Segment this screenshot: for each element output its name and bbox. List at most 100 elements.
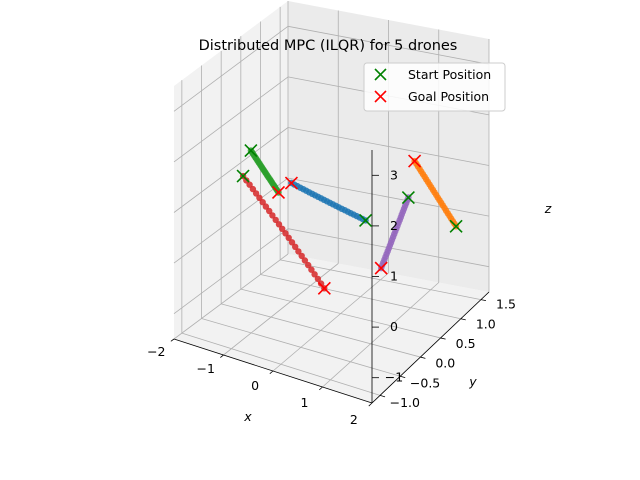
goal-marker <box>317 281 331 295</box>
start-marker <box>359 213 373 227</box>
chart-title: Distributed MPC (ILQR) for 5 drones <box>199 38 458 54</box>
y-grid-floor <box>221 303 421 358</box>
x-grid-floor <box>173 253 289 340</box>
x-axis-line <box>173 338 373 404</box>
trajectory-point <box>275 221 283 228</box>
y-tick <box>460 318 466 321</box>
start-marker <box>236 169 250 183</box>
goal-marker <box>284 176 298 190</box>
y-axis-label: y <box>468 374 477 389</box>
z-grid-back <box>287 127 490 166</box>
y-tick <box>440 337 446 340</box>
z-grid-left <box>173 228 289 315</box>
legend-frame <box>363 62 506 112</box>
x-axis-label: x <box>243 409 252 424</box>
start-marker <box>449 219 463 233</box>
trajectory-point <box>288 239 296 246</box>
trajectory-point <box>252 190 260 197</box>
y-tick-label: −0.5 <box>410 375 440 390</box>
x-tick-label: −1 <box>196 361 214 376</box>
y-tick-label: 0.0 <box>435 356 455 371</box>
x-tick-label: −2 <box>147 344 165 359</box>
trajectory-point <box>314 275 322 283</box>
z-tick-label: 2 <box>390 218 398 233</box>
y-tick <box>480 299 487 302</box>
marker-stroke <box>236 169 250 183</box>
tick-labels: −2 −1 0 1 2 −1.0 −0.5 0.00.51.01.5 −1 0 1 2 3 <box>147 167 516 427</box>
floor-pane <box>174 254 489 403</box>
y-grid-floor <box>260 274 461 320</box>
marker-stroke <box>374 261 388 275</box>
z-grid-back <box>287 177 490 217</box>
trajectory-point <box>269 212 276 219</box>
trajectory-point <box>272 216 279 224</box>
z-tick-label: 1 <box>390 269 398 284</box>
marker-stroke <box>284 176 298 190</box>
x-tick <box>319 386 323 391</box>
y-tick <box>400 375 406 379</box>
x-tick <box>220 354 224 358</box>
y-tick-label: −1.0 <box>390 395 420 410</box>
x-tick-label: 2 <box>350 412 358 427</box>
trajectory-point <box>279 225 286 232</box>
y-grid-floor <box>240 288 441 339</box>
y-tick-label: 1.5 <box>496 297 516 312</box>
marker-stroke <box>244 144 258 158</box>
marker-stroke <box>408 154 422 168</box>
z-tick-label: 3 <box>390 167 398 182</box>
x-grid-floor <box>322 282 440 388</box>
z-grid-left <box>173 76 289 163</box>
y-grid-floor <box>201 318 401 377</box>
marker-stroke <box>401 190 415 205</box>
start-marker <box>244 144 258 158</box>
legend-goal-label: Goal Position <box>408 89 489 104</box>
x-tick-label: 0 <box>251 378 259 393</box>
trajectory-point <box>301 257 309 264</box>
trajectory-point <box>317 280 325 287</box>
trajectory-point <box>308 266 315 273</box>
start-marker <box>401 190 415 205</box>
marker-stroke <box>449 219 463 233</box>
trajectory-4 <box>378 194 412 272</box>
trajectory-point <box>295 248 302 255</box>
trajectory-point <box>298 252 305 260</box>
goal-marker <box>271 185 286 200</box>
z-tick-label: 0 <box>390 319 398 334</box>
z-grid-left <box>173 25 289 112</box>
legend-start-marker <box>374 68 387 81</box>
goal-marker <box>374 261 388 275</box>
trajectory-point <box>305 261 312 269</box>
z-tick-label: −1 <box>385 370 403 385</box>
trajectory-point <box>246 181 253 188</box>
trajectory-point <box>311 271 318 278</box>
y-axis-line <box>371 291 490 404</box>
trajectory-point <box>282 230 289 237</box>
legend-goal-marker <box>374 90 387 103</box>
y-tick <box>379 394 386 398</box>
legend: Start Position Goal Position <box>363 62 506 112</box>
goal-marker <box>408 154 422 168</box>
x-tick-label: 1 <box>301 395 309 410</box>
trajectory-point <box>262 203 270 210</box>
marker-stroke <box>317 281 331 295</box>
trajectory-point <box>256 194 263 201</box>
z-grid-left <box>173 177 289 264</box>
marker-stroke <box>359 213 373 227</box>
z-grid-left <box>173 127 289 213</box>
trajectory-point <box>285 234 292 241</box>
x-tick <box>368 402 373 407</box>
y-tick <box>420 356 426 359</box>
x-grid-floor <box>272 272 389 372</box>
x-tick <box>170 338 175 342</box>
z-grid-back <box>287 25 490 65</box>
trajectory-point <box>259 199 266 206</box>
axes-lines <box>170 150 490 407</box>
marker-stroke <box>271 185 286 200</box>
y-tick-label: 1.0 <box>476 316 496 331</box>
trajectory-point <box>266 207 273 215</box>
data-marks <box>236 144 463 295</box>
y-tick-label: 0.5 <box>456 336 476 351</box>
z-axis-label: z <box>544 201 552 216</box>
y-grid-floor <box>181 332 381 396</box>
